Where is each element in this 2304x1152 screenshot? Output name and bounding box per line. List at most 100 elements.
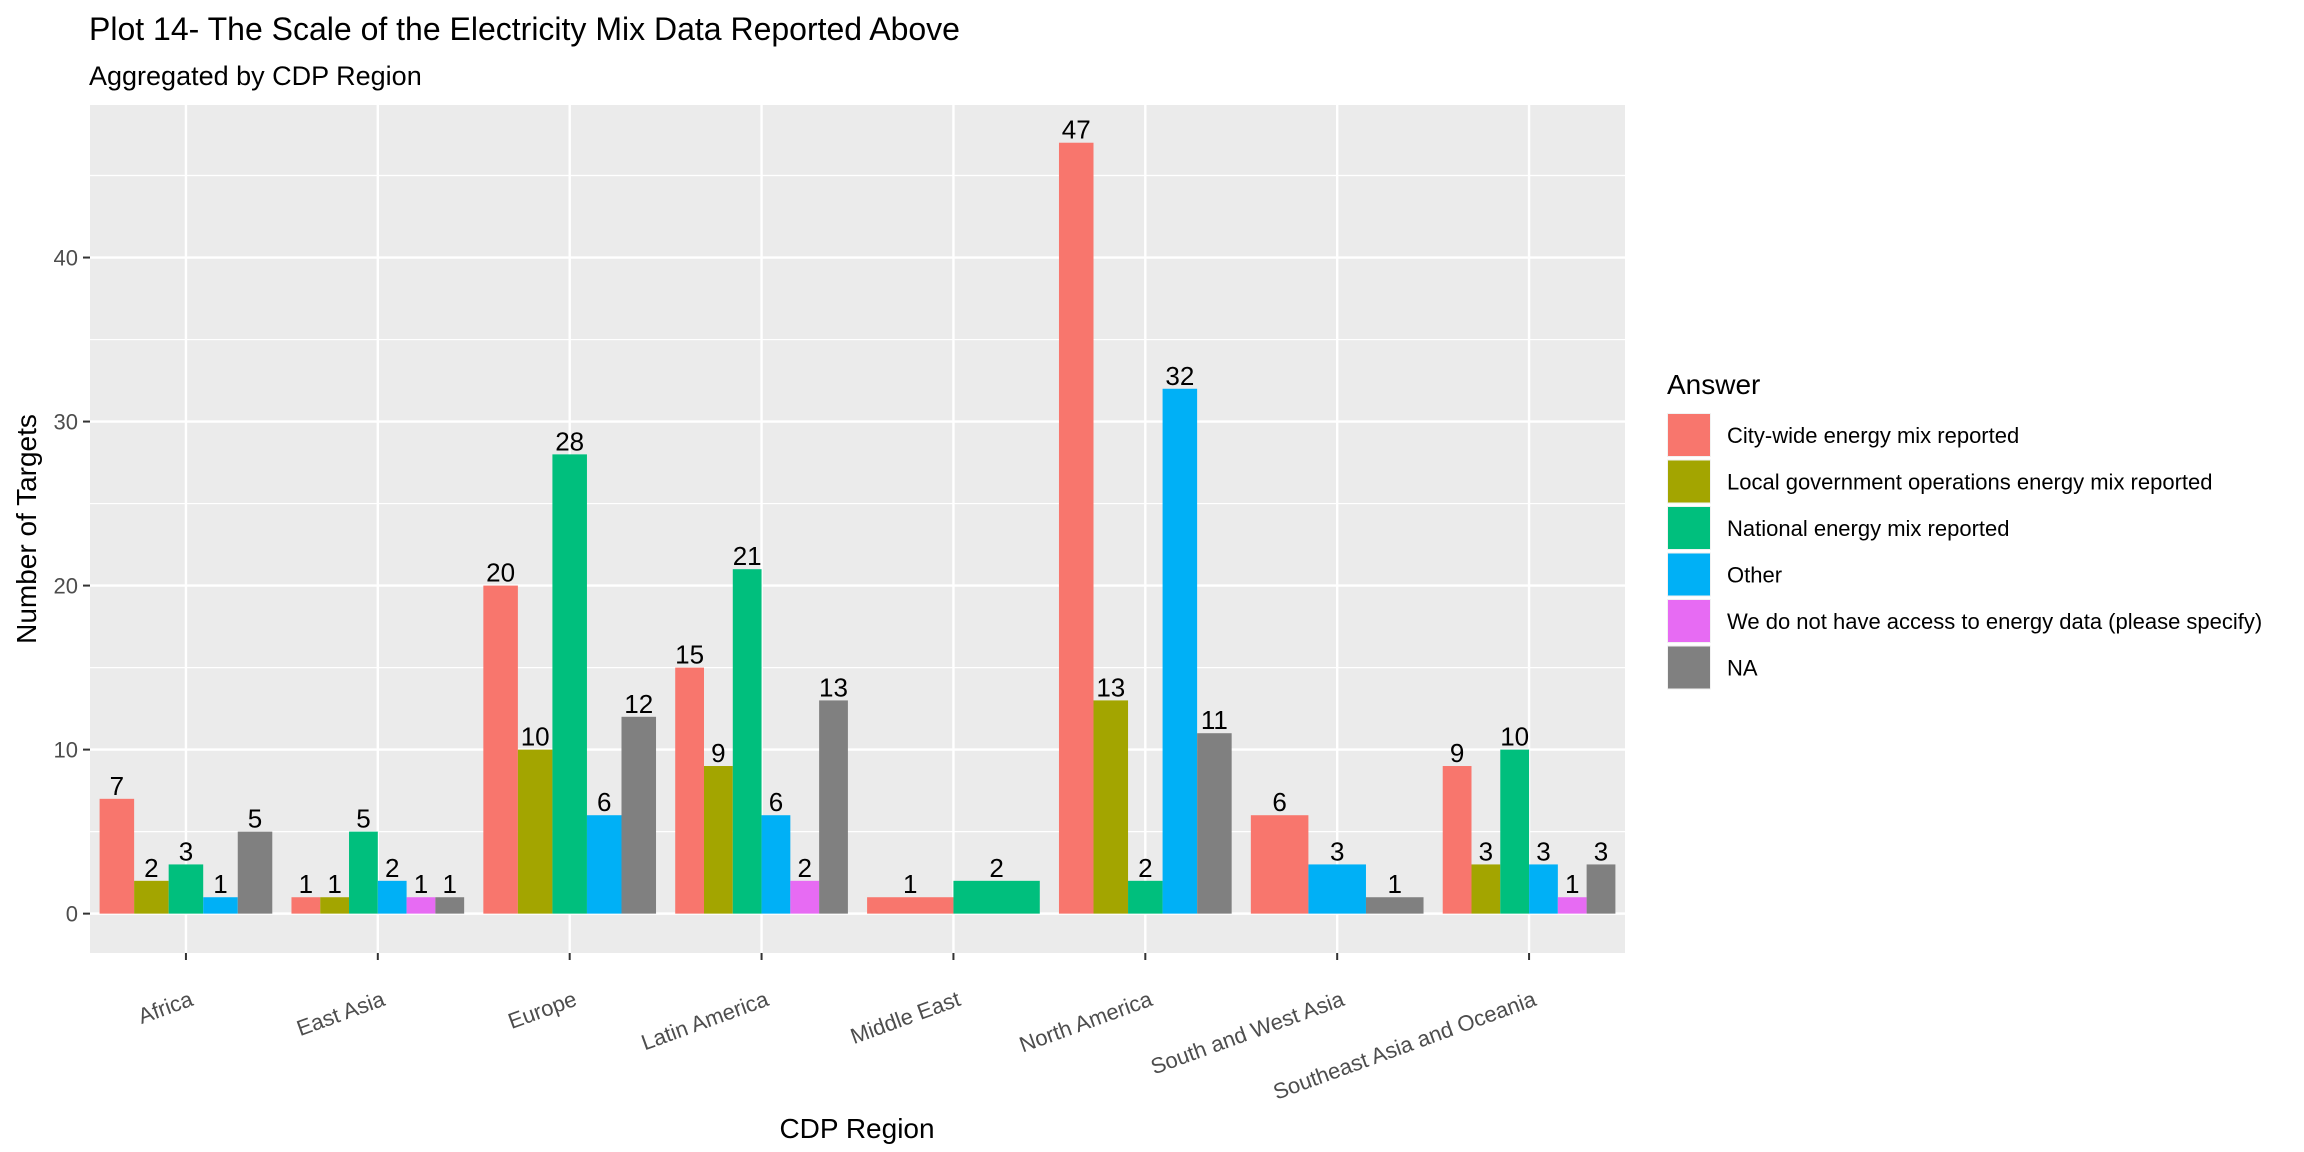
bar (517, 749, 553, 914)
bar-value-label: 2 (144, 853, 158, 883)
legend-swatch (1668, 414, 1710, 456)
y-tick-label: 30 (54, 410, 78, 435)
bar (320, 897, 350, 914)
bar-value-label: 1 (213, 869, 227, 899)
bar-value-label: 1 (903, 869, 917, 899)
bar-value-label: 10 (1500, 722, 1529, 752)
x-tick-label: East Asia (293, 986, 388, 1041)
legend-label: Local government operations energy mix r… (1727, 470, 2213, 495)
bar (790, 880, 820, 914)
bar-value-label: 1 (1388, 869, 1402, 899)
bar (1093, 700, 1129, 914)
bar-value-label: 13 (819, 672, 848, 702)
bar (483, 585, 518, 914)
bar-value-label: 13 (1096, 672, 1125, 702)
bar-value-label: 3 (1536, 836, 1550, 866)
y-tick-label: 10 (54, 738, 78, 763)
legend-swatch (1668, 460, 1710, 503)
bar (1308, 864, 1366, 914)
bar-value-label: 20 (486, 558, 515, 588)
legend-swatch (1668, 553, 1710, 596)
bar-value-label: 32 (1165, 361, 1194, 391)
bar (1557, 897, 1587, 914)
chart-subtitle: Aggregated by CDP Region (89, 61, 422, 91)
bar-value-label: 5 (248, 804, 262, 834)
bar (377, 880, 407, 914)
x-axis-title: CDP Region (779, 1113, 934, 1144)
bar-value-label: 6 (597, 787, 611, 817)
y-tick-label: 40 (54, 246, 78, 271)
bar (291, 897, 321, 914)
bar-value-label: 10 (521, 722, 550, 752)
bar (675, 667, 704, 914)
x-tick-label: Africa (135, 986, 197, 1029)
x-tick-label: Europe (505, 986, 580, 1034)
bar (1197, 733, 1232, 914)
bar (237, 831, 273, 914)
bar-value-label: 3 (1594, 836, 1608, 866)
legend-label: City-wide energy mix reported (1727, 423, 2019, 448)
legend-swatch (1668, 646, 1710, 689)
bar (867, 897, 954, 914)
bar (99, 798, 135, 914)
legend-swatch (1668, 600, 1710, 642)
bar (552, 454, 587, 914)
bar-value-label: 47 (1062, 115, 1091, 145)
bar (1162, 388, 1198, 914)
bar (586, 815, 622, 914)
y-tick-label: 0 (66, 902, 78, 927)
legend-label: NA (1727, 656, 1758, 681)
legend-title: Answer (1667, 369, 1760, 400)
bar-value-label: 11 (1201, 705, 1228, 735)
bar (953, 880, 1040, 914)
plot-panel (90, 105, 1625, 953)
bar (203, 897, 238, 914)
bar (1471, 864, 1501, 914)
bar-value-label: 1 (299, 869, 313, 899)
bar (134, 880, 169, 914)
bar-value-label: 3 (179, 836, 193, 866)
legend-swatch (1668, 507, 1710, 549)
bar (1365, 897, 1424, 914)
bar-value-label: 7 (110, 771, 124, 801)
bar-value-label: 2 (385, 853, 399, 883)
bar-value-label: 1 (1565, 869, 1579, 899)
bar (1500, 749, 1530, 914)
bar (1250, 815, 1309, 914)
bar (435, 897, 465, 914)
legend-label: National energy mix reported (1727, 516, 2009, 541)
bar (1442, 766, 1472, 914)
bar (819, 700, 848, 914)
bar-value-label: 6 (769, 787, 783, 817)
bar-value-label: 2 (989, 853, 1003, 883)
bar-value-label: 3 (1330, 836, 1344, 866)
bar-value-label: 9 (711, 738, 725, 768)
bar-value-label: 5 (356, 804, 370, 834)
bar-value-label: 9 (1450, 738, 1464, 768)
bar-value-label: 28 (555, 426, 584, 456)
legend-label: We do not have access to energy data (pl… (1727, 609, 2262, 634)
x-axis: Africa East Asia Europe Latin America Middle… (135, 953, 1540, 1105)
bar (406, 897, 436, 914)
bar (349, 831, 378, 914)
legend: Answer City-wide energy mix reported Loca… (1667, 369, 2262, 690)
bar (1058, 142, 1094, 914)
bar (168, 864, 204, 914)
bar-value-label: 3 (1479, 836, 1493, 866)
bar (704, 766, 733, 914)
bar-value-label: 2 (798, 853, 812, 883)
bar (621, 716, 657, 914)
y-axis: 0 10 20 30 40 (54, 246, 90, 927)
bar-value-label: 2 (1138, 853, 1152, 883)
bar (1529, 864, 1558, 914)
x-tick-label: Middle East (847, 986, 964, 1049)
bar-value-label: 12 (624, 689, 653, 719)
x-tick-label: North America (1016, 986, 1156, 1057)
bar-value-label: 6 (1272, 787, 1286, 817)
bar (761, 815, 791, 914)
bars (99, 142, 1616, 914)
bar-value-label: 1 (327, 869, 341, 899)
y-axis-title: Number of Targets (11, 414, 42, 644)
